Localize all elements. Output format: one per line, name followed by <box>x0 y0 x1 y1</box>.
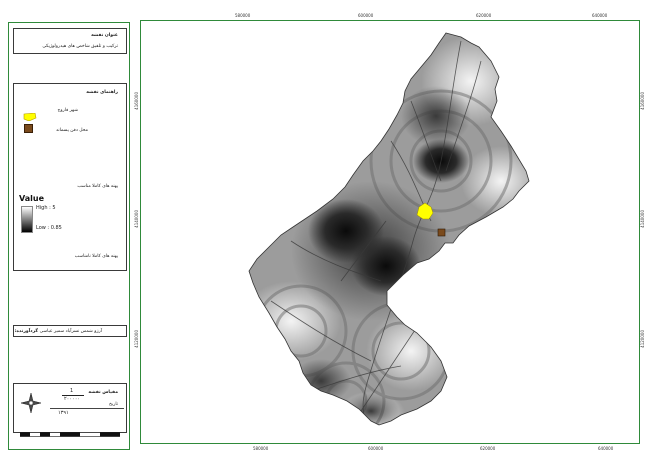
legend-heading: راهنمای نقشه <box>86 90 118 95</box>
value-title: Value <box>19 194 45 203</box>
bottom-tick: 620000 <box>480 446 496 451</box>
left-tick: 4120000 <box>134 330 139 348</box>
left-tick: 4160000 <box>134 92 139 110</box>
landfill-marker <box>437 228 446 237</box>
city-marker <box>416 202 434 220</box>
author-box: آرزو شمس نسرآباد سمیر عباسی گردآورنده: <box>13 325 127 337</box>
top-tick: 620000 <box>476 13 492 18</box>
north-arrow-icon <box>20 392 42 414</box>
year-label: تاریخ <box>109 402 118 407</box>
author-name: آرزو شمس نسرآباد سمیر عباسی <box>39 329 102 334</box>
top-tick: 600000 <box>358 13 374 18</box>
legend-box: راهنمای نقشه شهر فاروج محل دفن پسماند په… <box>13 83 127 271</box>
map-frame <box>140 20 640 444</box>
year-value: ۱۳۹۱ <box>58 410 69 416</box>
title-box: عنوان نقشه ترکیب و تلفیق شاخص های هیدرول… <box>13 28 127 54</box>
title-subtitle: ترکیب و تلفیق شاخص های هیدرولوژیکی <box>42 44 118 49</box>
left-tick: 4140000 <box>134 210 139 228</box>
title-heading: عنوان نقشه <box>91 33 118 38</box>
region-boundary <box>248 32 530 426</box>
specs-divider <box>50 408 124 409</box>
unsuitable-label: پهنه های کاملا نامناسب <box>74 254 118 259</box>
map-legend-panel: عنوان نقشه ترکیب و تلفیق شاخص های هیدرول… <box>8 22 130 450</box>
city-label: شهر فاروج <box>57 108 78 113</box>
landfill-swatch <box>24 124 33 133</box>
bottom-tick: 600000 <box>368 446 384 451</box>
author-label: گردآورنده: <box>14 329 38 334</box>
right-tick: 4160000 <box>640 92 645 110</box>
value-ramp <box>21 206 33 233</box>
top-tick: 640000 <box>592 13 608 18</box>
suitable-label: پهنه های کاملا مناسب <box>77 184 118 189</box>
scale-top: 1 <box>70 388 74 394</box>
specs-box: مقیاس نقشه 1 ۲۰۰۰۰۰ تاریخ ۱۳۹۱ <box>13 383 127 437</box>
scale-bar <box>19 422 121 437</box>
raster-surface <box>249 33 529 425</box>
low-label: Low : 0.85 <box>36 225 62 231</box>
right-tick: 4140000 <box>640 210 645 228</box>
top-tick: 580000 <box>235 13 251 18</box>
bottom-tick: 640000 <box>598 446 614 451</box>
scale-fraction-line <box>62 395 84 396</box>
landfill-label: محل دفن پسماند <box>55 128 88 133</box>
bottom-tick: 580000 <box>253 446 269 451</box>
specs-heading: مقیاس نقشه <box>88 390 118 395</box>
right-tick: 4120000 <box>640 330 645 348</box>
suitability-map <box>248 32 530 426</box>
high-label: High : 5 <box>36 205 56 211</box>
city-swatch <box>23 106 37 122</box>
scale-bottom: ۲۰۰۰۰۰ <box>64 396 81 402</box>
